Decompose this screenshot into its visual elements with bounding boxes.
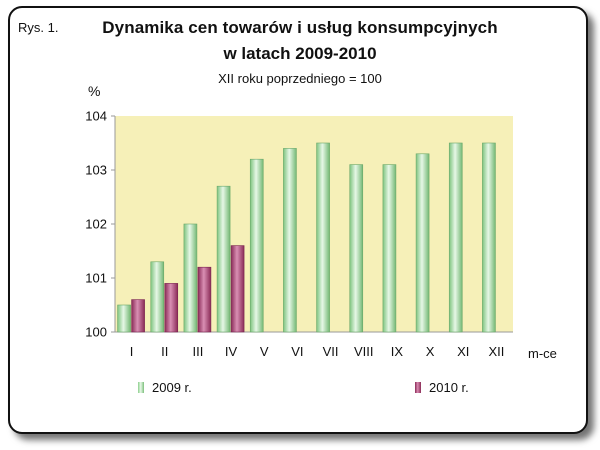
y-tick-label: 101: [85, 271, 107, 286]
x-tick-label: X: [426, 344, 435, 359]
bar-2010: [131, 299, 145, 333]
bar-2010: [197, 266, 212, 333]
bar-2009: [183, 223, 198, 333]
x-axis-label: m-ce: [528, 346, 557, 361]
bar-2009: [283, 148, 297, 333]
y-tick-label: 103: [85, 163, 107, 178]
x-tick-label: III: [192, 344, 203, 359]
legend-item-2009: 2009 r.: [138, 380, 192, 395]
y-tick-label: 104: [85, 109, 107, 124]
y-tick-label: 100: [85, 325, 107, 340]
bar-2009: [415, 153, 430, 333]
bar-2009: [448, 142, 463, 333]
bar-2009: [249, 158, 264, 333]
bar-2009: [482, 142, 496, 333]
bar-2009: [349, 164, 364, 333]
bar-2010: [164, 283, 179, 333]
bar-2009: [216, 185, 231, 333]
x-tick-label: VIII: [354, 344, 374, 359]
legend-swatch-2010: [415, 382, 421, 393]
x-tick-label: XII: [488, 344, 504, 359]
bar-2009: [150, 261, 165, 333]
x-tick-label: V: [260, 344, 269, 359]
figure-label: Rys. 1.: [18, 20, 59, 35]
bar-2009: [382, 164, 397, 333]
bar-2010: [230, 245, 245, 333]
x-tick-label: I: [130, 344, 134, 359]
y-axis-label: %: [88, 83, 100, 99]
x-tick-label: XI: [457, 344, 469, 359]
x-tick-label: IX: [391, 344, 404, 359]
y-tick-label: 102: [85, 217, 107, 232]
legend-label-2009: 2009 r.: [152, 380, 192, 395]
chart-title-line-1: Dynamika cen towarów i usług konsumpcyjn…: [102, 18, 498, 37]
chart-title-line-2: w latach 2009-2010: [223, 44, 377, 63]
legend-label-2010: 2010 r.: [429, 380, 469, 395]
legend-item-2010: 2010 r.: [415, 380, 469, 395]
x-tick-label: VII: [323, 344, 339, 359]
bar-2009: [316, 142, 330, 333]
x-tick-label: VI: [291, 344, 303, 359]
x-tick-label: II: [161, 344, 168, 359]
bar-2009: [117, 304, 131, 333]
plot-area: [115, 116, 513, 332]
legend-swatch-2009: [138, 382, 144, 393]
x-tick-label: IV: [225, 344, 238, 359]
chart-subtitle: XII roku poprzedniego = 100: [218, 71, 382, 86]
